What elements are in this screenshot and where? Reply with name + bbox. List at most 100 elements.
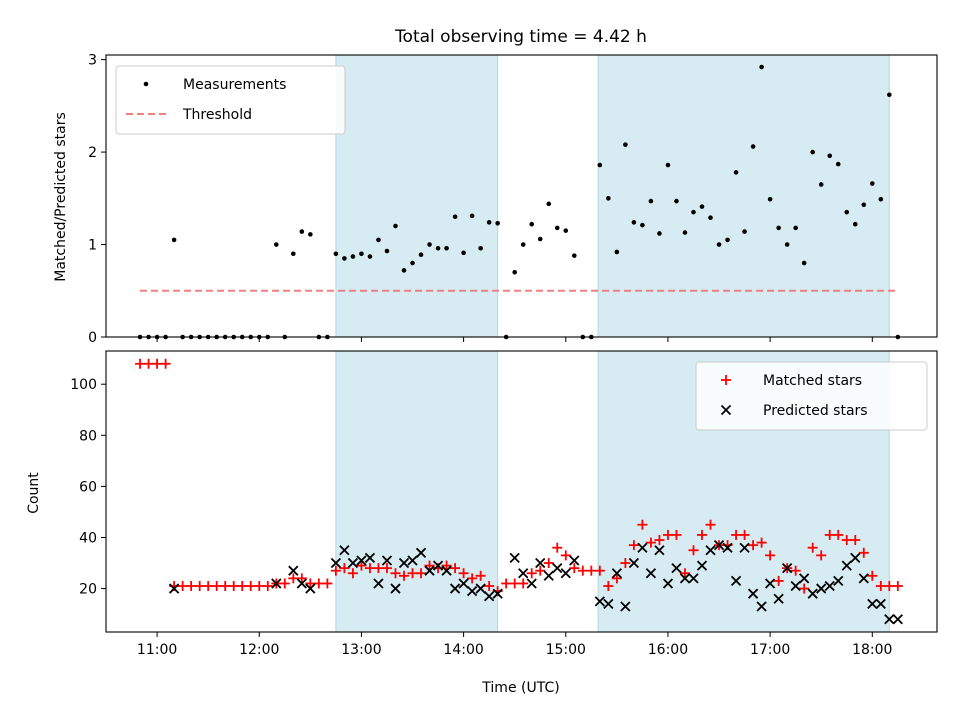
data-point — [827, 153, 833, 159]
data-point — [186, 581, 197, 592]
legend-box — [695, 361, 928, 431]
data-point — [793, 225, 798, 231]
data-point — [850, 535, 861, 546]
data-point — [733, 170, 739, 175]
shaded-interval — [335, 54, 499, 338]
data-point — [288, 573, 299, 584]
data-point — [577, 565, 588, 576]
data-point — [759, 64, 764, 70]
data-point — [697, 529, 708, 540]
data-point — [168, 583, 180, 594]
data-point — [381, 563, 392, 574]
data-point — [401, 268, 407, 273]
data-point — [776, 225, 781, 231]
data-point — [342, 256, 347, 261]
data-point — [603, 581, 614, 592]
data-point — [160, 358, 171, 369]
data-point — [767, 196, 773, 202]
data-point — [637, 519, 648, 530]
data-point — [410, 260, 415, 266]
data-point — [569, 563, 580, 574]
legend-marker — [143, 81, 149, 87]
data-point — [424, 560, 435, 571]
data-point — [799, 573, 810, 584]
y-tick-label: 80 — [79, 428, 97, 444]
data-point — [731, 529, 742, 540]
data-point — [884, 581, 895, 592]
data-point — [606, 196, 611, 201]
bottom-panel: 20 40 60 80 100 11:00 12:00 13:00 14:00 15:00 16:0… — [70, 350, 938, 658]
data-point — [884, 614, 895, 625]
data-point — [501, 578, 512, 589]
data-point — [381, 555, 393, 566]
x-axis-label: Time (UTC) — [481, 680, 559, 696]
data-point — [662, 578, 674, 589]
data-point — [645, 537, 656, 548]
data-point — [844, 209, 850, 215]
data-point — [469, 213, 475, 219]
data-point — [384, 248, 390, 254]
data-point — [441, 565, 452, 576]
data-point — [648, 198, 654, 204]
data-point — [313, 578, 324, 589]
y-tick-label: 100 — [70, 377, 97, 393]
data-point — [143, 358, 154, 369]
data-point — [671, 562, 682, 574]
data-point — [418, 252, 424, 258]
data-point — [364, 552, 376, 564]
data-point — [296, 578, 307, 589]
data-point — [750, 144, 756, 149]
data-point — [273, 242, 279, 247]
data-point — [390, 583, 401, 594]
x-tick-label: 17:00 — [750, 642, 790, 658]
data-point — [452, 214, 458, 220]
top-y-axis-label: Matched/Predicted stars — [53, 112, 69, 282]
data-point — [708, 215, 713, 221]
data-point — [492, 588, 503, 599]
data-point — [739, 542, 750, 553]
data-point — [171, 237, 177, 243]
data-point — [305, 583, 316, 594]
data-point — [399, 570, 410, 581]
data-point — [373, 578, 384, 589]
data-point — [691, 209, 696, 215]
data-point — [688, 573, 699, 584]
data-point — [563, 228, 569, 233]
data-point — [356, 555, 367, 566]
x-tick-label: 14:00 — [443, 642, 483, 658]
data-point — [790, 580, 801, 592]
data-point — [441, 560, 452, 571]
plot-frame — [105, 350, 938, 633]
data-point — [742, 229, 747, 234]
data-point — [376, 237, 381, 243]
data-point — [756, 537, 767, 548]
legend-label: Measurements — [183, 77, 286, 93]
data-point — [816, 550, 827, 561]
data-point — [841, 560, 852, 571]
data-point — [816, 583, 827, 594]
data-point — [799, 583, 810, 594]
data-point — [611, 573, 622, 584]
y-tick-label: 1 — [88, 238, 97, 254]
data-point — [322, 578, 333, 589]
shaded-interval — [335, 350, 499, 633]
data-point — [628, 557, 640, 569]
data-point — [756, 601, 767, 612]
data-point — [887, 92, 892, 98]
data-point — [875, 598, 886, 610]
shaded-interval — [597, 54, 890, 338]
data-point — [671, 529, 682, 540]
data-point — [594, 596, 605, 607]
data-point — [356, 560, 367, 571]
data-point — [291, 251, 296, 257]
data-point — [597, 162, 603, 168]
data-point — [784, 242, 790, 247]
data-point — [554, 225, 560, 231]
data-point — [688, 545, 699, 556]
data-point — [467, 573, 478, 584]
data-point — [713, 540, 725, 551]
data-point — [279, 578, 290, 589]
data-point — [427, 242, 432, 247]
data-point — [339, 545, 350, 556]
data-point — [373, 563, 384, 574]
